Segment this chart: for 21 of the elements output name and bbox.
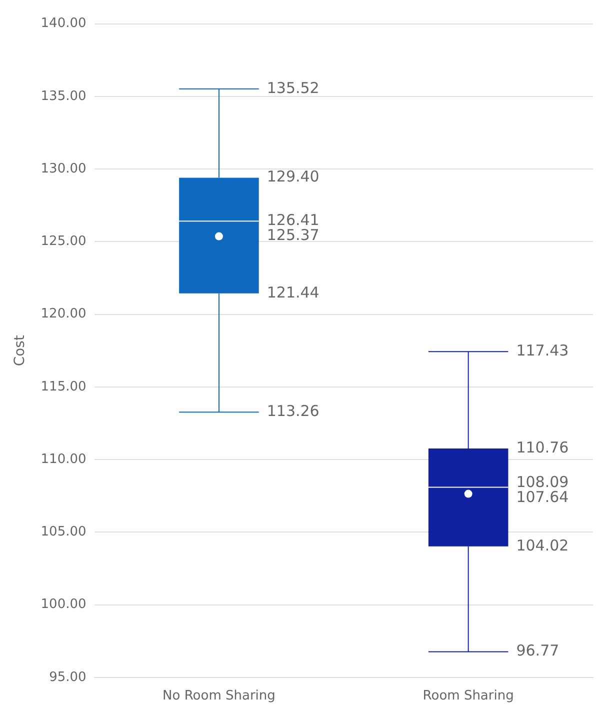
text: 96.77 xyxy=(516,642,560,660)
text: 104.02 xyxy=(516,536,569,554)
y-axis-title: Cost xyxy=(12,334,28,366)
y-tick-label: 125.00 xyxy=(40,234,86,250)
text: 113.26 xyxy=(266,402,320,420)
y-tick-label: 95.00 xyxy=(49,670,86,685)
text: 129.40 xyxy=(266,168,320,186)
x-tick-label: No Room Sharing xyxy=(162,688,276,704)
y-tick-label: 120.00 xyxy=(40,306,86,322)
text: 121.44 xyxy=(266,283,320,302)
y-tick-label: 140.00 xyxy=(40,16,86,32)
text: 117.43 xyxy=(516,342,569,360)
y-tick-label: 130.00 xyxy=(40,161,86,176)
y-tick-label: 100.00 xyxy=(40,597,86,612)
text: 110.76 xyxy=(516,438,569,456)
y-tick-label: 105.00 xyxy=(40,524,86,540)
y-tick-label: 135.00 xyxy=(40,88,86,104)
text: 135.52 xyxy=(266,78,320,97)
x-tick-label: Room Sharing xyxy=(422,688,514,704)
y-tick-label: 115.00 xyxy=(40,379,86,394)
y-tick-label: 110.00 xyxy=(40,452,86,467)
